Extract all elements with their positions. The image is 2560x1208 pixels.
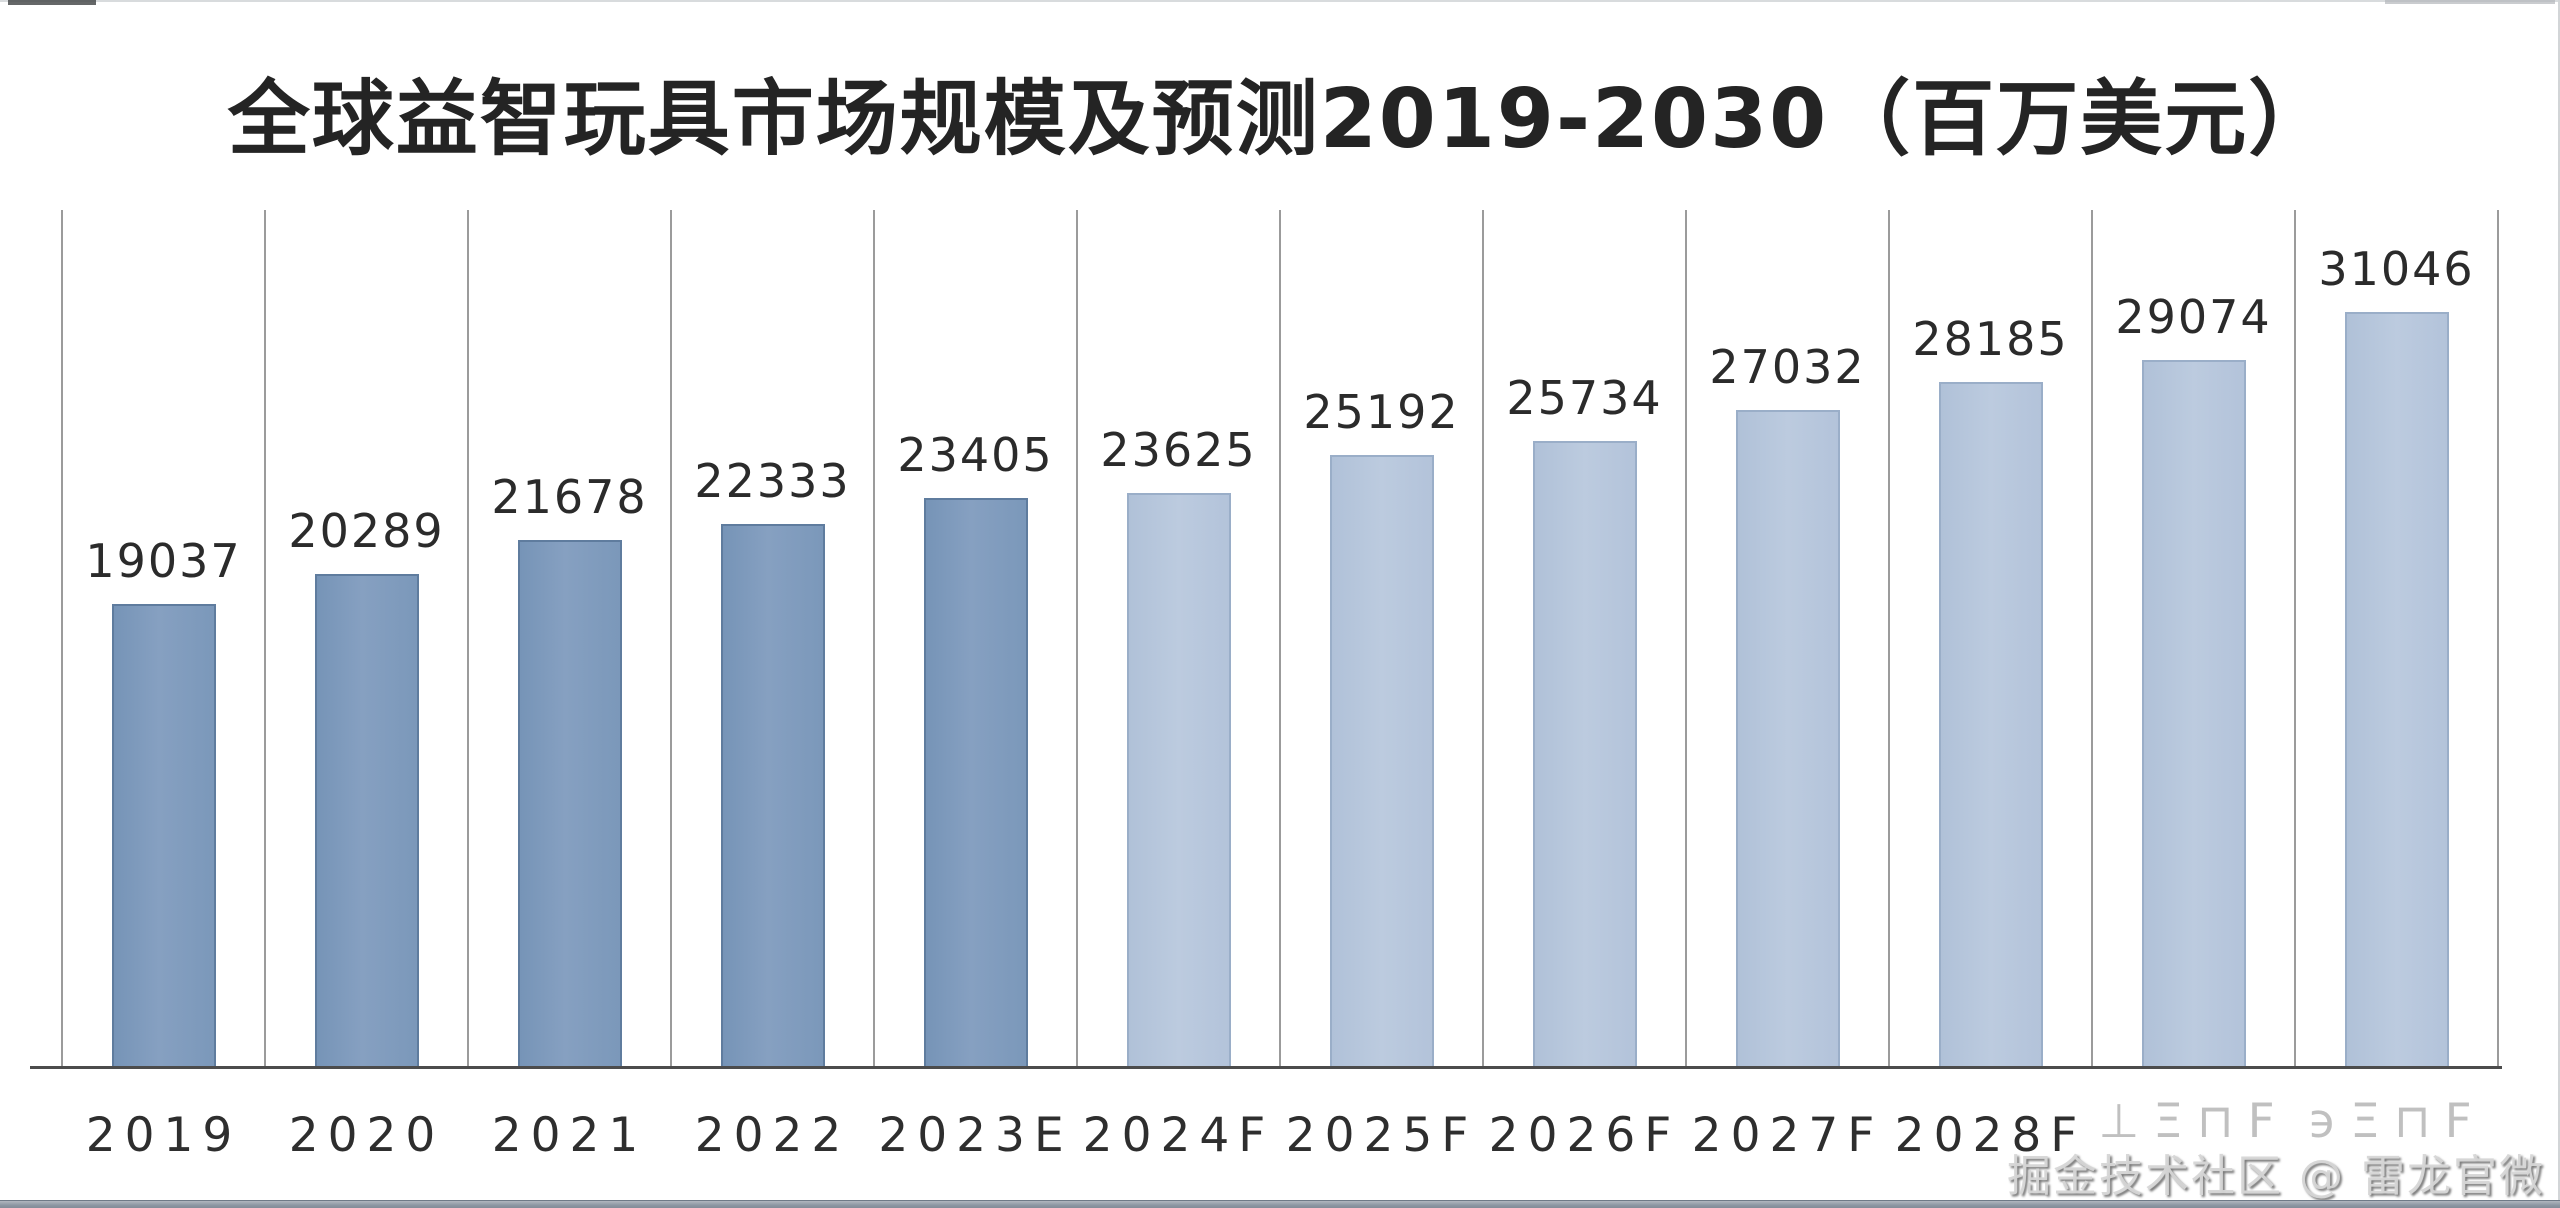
- top-left-edge-artifact: [8, 0, 96, 5]
- x-axis-label: 2025F: [1285, 1108, 1478, 1163]
- bar-2024F: [1126, 493, 1231, 1068]
- chart-title: 全球益智玩具市场规模及预测2019-2030（百万美元）: [227, 72, 2333, 167]
- value-label: 23405: [897, 428, 1054, 482]
- value-label: 19037: [85, 534, 242, 588]
- x-axis-baseline: [30, 1066, 2502, 1069]
- value-label: 23625: [1100, 423, 1257, 477]
- x-axis-label: 2026F: [1488, 1108, 1681, 1163]
- value-label: 20289: [288, 504, 445, 558]
- x-axis-label: ⊥Ξ⊓Ϝ: [2098, 1094, 2289, 1149]
- top-edge-artifact: [0, 0, 2560, 2]
- bar-2026F: [1532, 441, 1637, 1068]
- vertical-gridline: [467, 210, 469, 1068]
- value-label: 25734: [1506, 371, 1663, 425]
- x-axis-label: 2027F: [1691, 1108, 1884, 1163]
- vertical-gridline: [1279, 210, 1281, 1068]
- value-label: 31046: [2318, 242, 2475, 296]
- vertical-gridline: [2091, 210, 2093, 1068]
- x-axis-label: 2028F: [1894, 1108, 2087, 1163]
- x-axis-label: 2021: [491, 1108, 648, 1163]
- value-label: 27032: [1709, 340, 1866, 394]
- x-axis-label: 2023E: [878, 1108, 1073, 1163]
- vertical-gridline: [2497, 210, 2499, 1068]
- watermark-text: 掘金技术社区 @ 雷龙官微: [2007, 1151, 2545, 1202]
- bar-2021: [517, 540, 622, 1068]
- vertical-gridline: [670, 210, 672, 1068]
- x-axis-label: 2019: [85, 1108, 242, 1163]
- vertical-gridline: [873, 210, 875, 1068]
- bar-2022: [720, 524, 825, 1068]
- vertical-gridline: [1076, 210, 1078, 1068]
- x-axis-label: ϶Ξ⊓Ϝ: [2307, 1094, 2486, 1149]
- vertical-gridline: [1888, 210, 1890, 1068]
- x-axis-label: 2022: [694, 1108, 851, 1163]
- vertical-gridline: [1482, 210, 1484, 1068]
- bar-2023E: [923, 498, 1028, 1068]
- value-label: 28185: [1912, 312, 2069, 366]
- bottom-edge-bar: [0, 1200, 2560, 1208]
- vertical-gridline: [264, 210, 266, 1068]
- value-label: 29074: [2115, 290, 2272, 344]
- value-label: 25192: [1303, 385, 1460, 439]
- bar-2025F: [1329, 455, 1434, 1068]
- x-axis-label: 2024F: [1082, 1108, 1275, 1163]
- bar-2027F: [1735, 410, 1840, 1068]
- vertical-gridline: [2294, 210, 2296, 1068]
- vertical-gridline: [1685, 210, 1687, 1068]
- right-edge-artifact: [2558, 0, 2560, 1200]
- bar-2028F: [1938, 382, 2043, 1068]
- bar-2019: [111, 604, 216, 1068]
- value-label: 21678: [491, 470, 648, 524]
- top-right-edge-artifact: [2385, 0, 2555, 4]
- x-axis-label: 2020: [288, 1108, 445, 1163]
- bar-⊥Ξ⊓Ϝ: [2141, 360, 2246, 1068]
- vertical-gridline: [61, 210, 63, 1068]
- bar-϶Ξ⊓Ϝ: [2344, 312, 2449, 1068]
- bar-2020: [314, 574, 419, 1068]
- value-label: 22333: [694, 454, 851, 508]
